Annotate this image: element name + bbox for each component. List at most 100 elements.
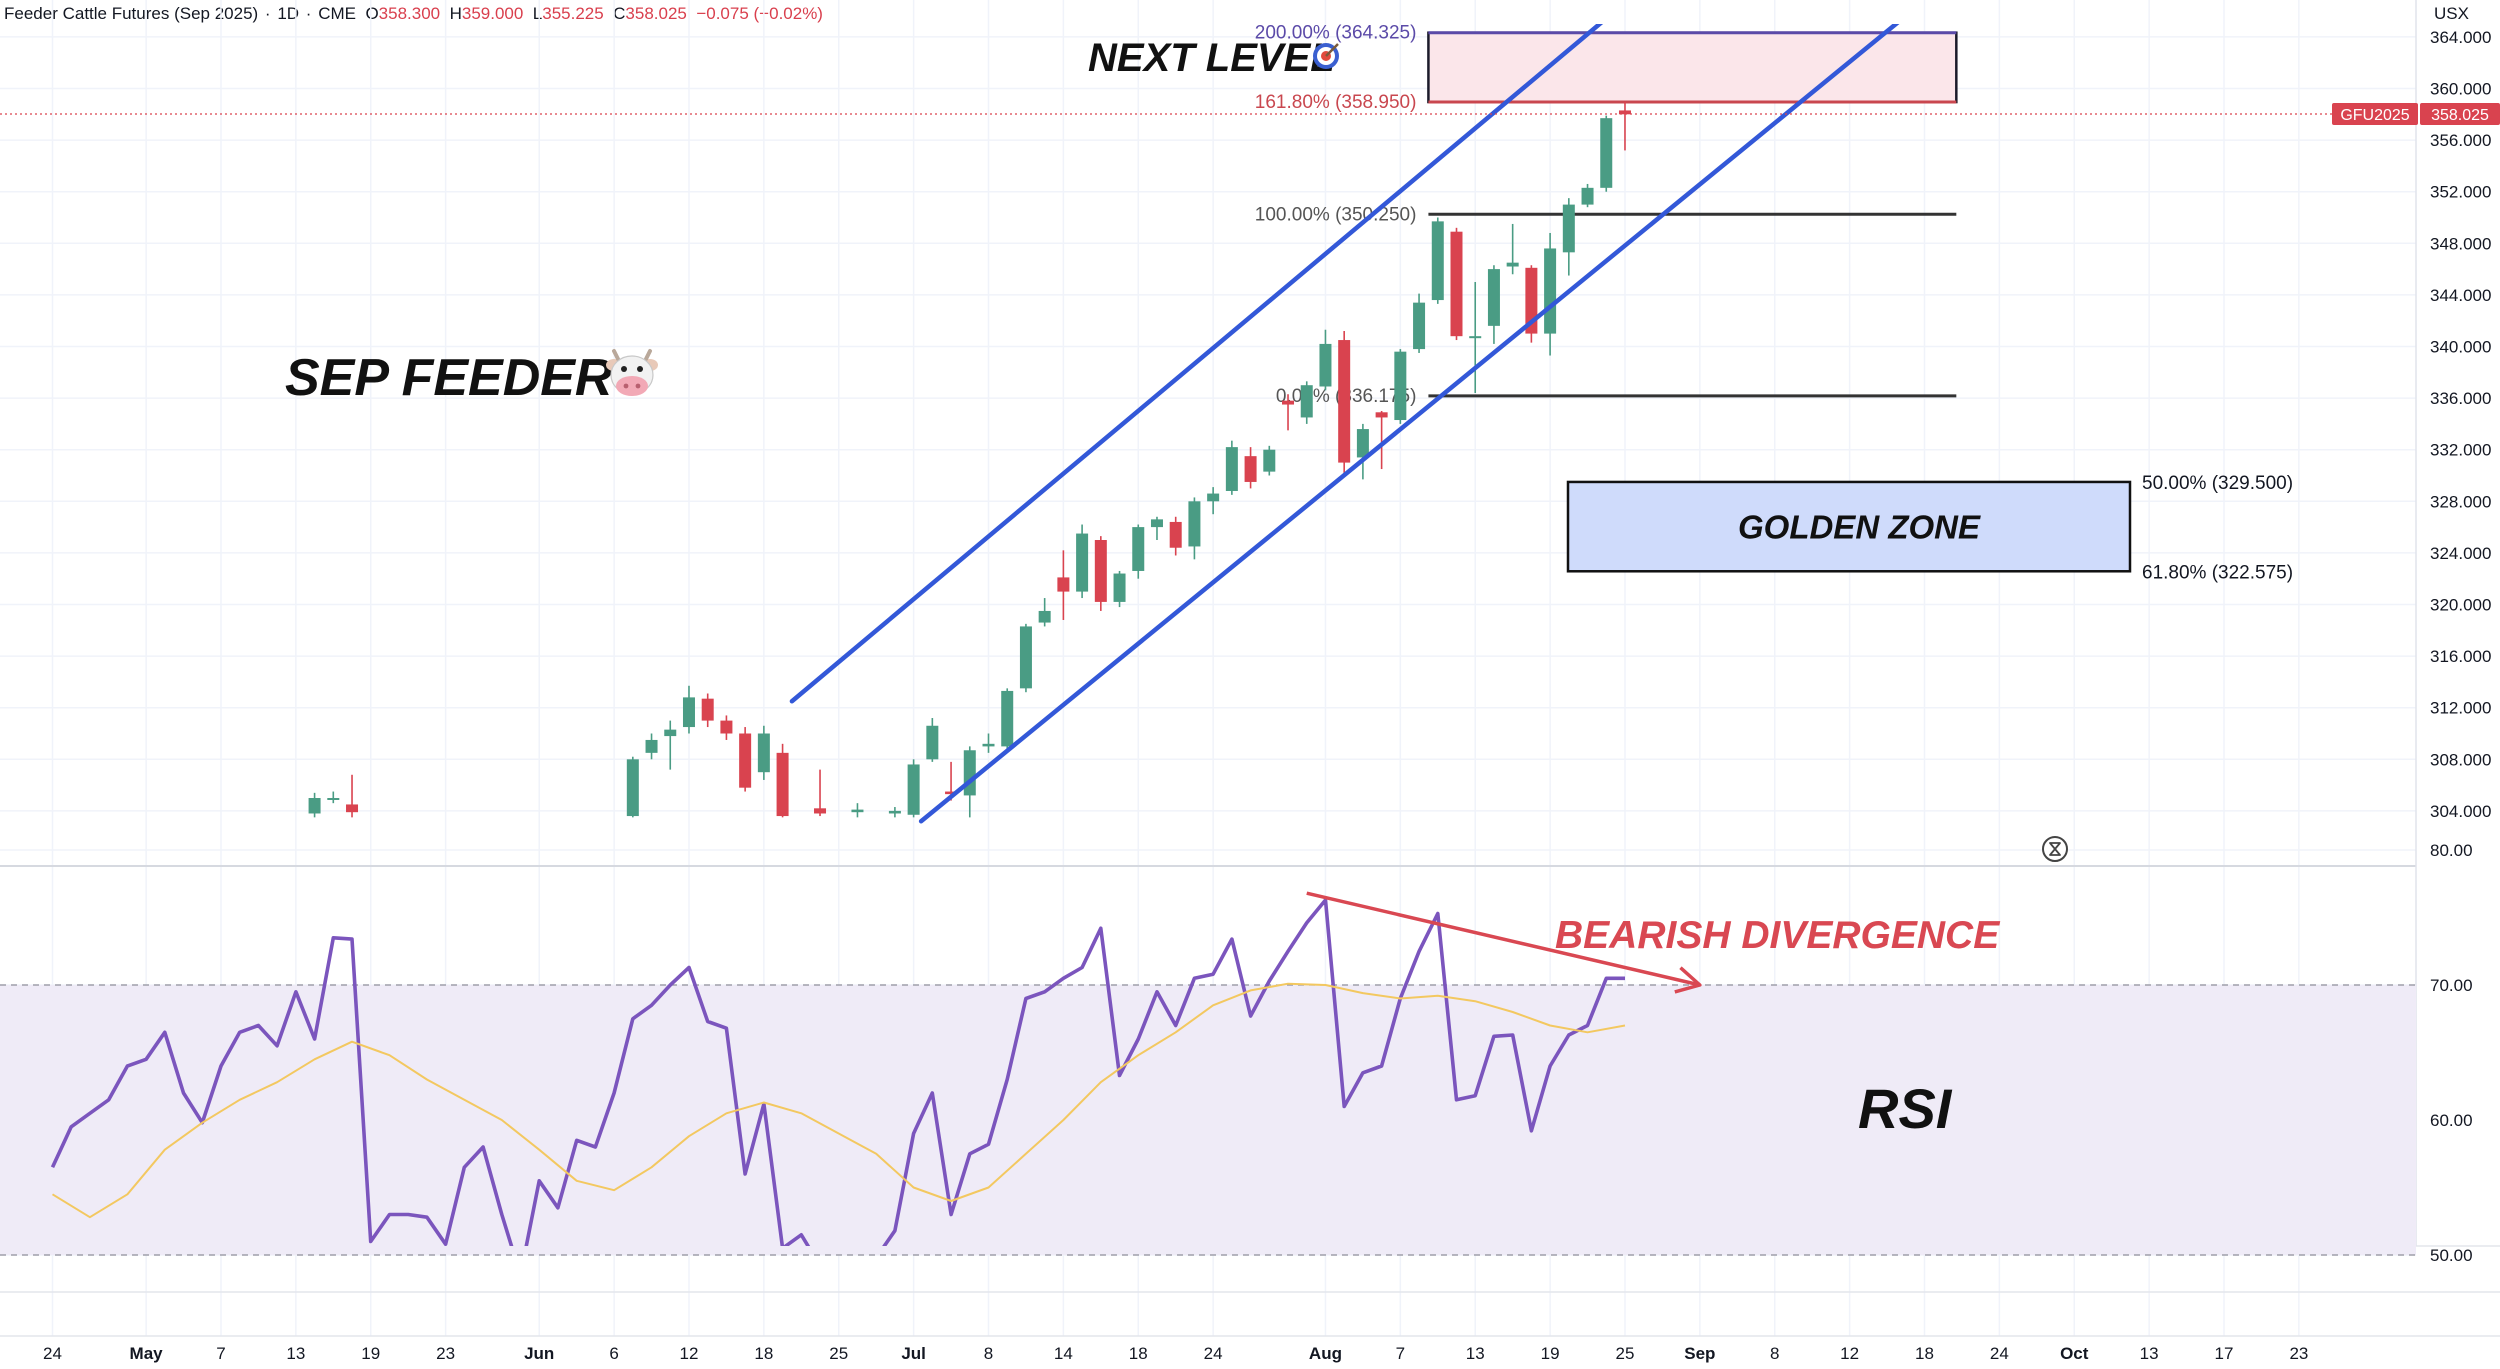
cow-horns [612,349,652,361]
cow-eye [637,366,643,372]
channel-lower-line[interactable] [918,0,1943,824]
date-axis-label: 23 [2289,1344,2308,1363]
interval[interactable]: 1D [277,4,300,23]
cow-nostril [635,383,641,389]
price-axis-label: 316.000 [2430,647,2491,666]
cow-muzzle [616,376,648,396]
candle-body [1506,262,1519,267]
candle-body [664,729,677,737]
date-axis-label: 8 [1770,1344,1779,1363]
candle-body [720,720,733,734]
price-axis-label: 312.000 [2430,699,2491,718]
exchange: CME [318,4,356,23]
rsi-band-fill [0,985,2416,1255]
rsi-line [50,898,1625,1246]
candle-body [1038,610,1051,623]
last-price-tag-bg [2420,102,2500,125]
divergence-arrow-line [1306,891,1701,987]
fib-label: 200.00% (364.325) [1255,23,1417,44]
axes: GFU2025 358.025 304.000 308.000 312.000 316.0… [0,28,2500,1363]
cow-face-icon [606,349,658,396]
rsi-axis-label: 80.00 [2430,841,2473,860]
price-axis-label: 332.000 [2430,441,2491,460]
candle-body [1394,351,1407,421]
candle-body [1487,269,1500,326]
candle-body [1356,429,1369,458]
candle-body [907,764,920,815]
candle-body [1469,336,1482,339]
price-channel[interactable] [789,0,1943,824]
date-axis-label: 13 [286,1344,305,1363]
candle-body [814,808,827,814]
candle-body [1263,449,1276,472]
date-axis-label: 24 [1990,1344,2009,1363]
bullseye-icon [1313,43,1339,69]
candle-body [1188,501,1201,547]
date-axis-label: 12 [680,1344,699,1363]
candle-body [1300,385,1313,418]
chart-legend-header: Feeder Cattle Futures (Sep 2025) · 1D · … [4,4,823,23]
candle-body [645,739,658,753]
price-axis-label: 340.000 [2430,338,2491,357]
target-zone [1427,31,1958,104]
candle-body [626,759,639,817]
rsi-band [0,984,2416,1256]
candle-body [1132,527,1145,571]
candle-body [1581,187,1594,205]
date-axis-label: 18 [754,1344,773,1363]
candle-body [1001,690,1014,747]
close-value: 358.025 [625,4,687,23]
candle-body [1375,412,1388,418]
symbol-tag-bg [2332,102,2418,125]
candle-body [1319,343,1332,387]
golden-zone [1566,480,2132,573]
date-axis-label: 7 [1396,1344,1405,1363]
rsi-axis-label: 70.00 [2430,976,2473,995]
date-axis-label: Aug [1309,1344,1342,1363]
annotations: SEP FEEDER NEXT LEVEL BEARISH DIVERGENCE RS… [285,36,2068,1140]
candle-body [1244,456,1257,482]
candle-body [327,798,340,800]
date-axis-label: 24 [43,1344,62,1363]
rsi-ma-line [51,982,1626,1219]
candle-body [1207,493,1220,502]
fib-levels: 200.00% (364.325) 161.80% (358.950) 100.00… [1255,23,2293,584]
zones: GOLDEN ZONE [1427,31,2132,573]
target-dart [1325,43,1339,57]
candle-body [1562,204,1575,253]
price-axis-label: 348.000 [2430,234,2491,253]
symbol-name[interactable]: Feeder Cattle Futures (Sep 2025) [4,4,259,23]
currency-label[interactable]: USX [2434,4,2469,23]
candle-body [1057,577,1070,592]
candle-body [926,725,939,760]
candle-body [1600,118,1613,188]
date-axis-label: Jun [524,1344,554,1363]
rsi-axis-label: 60.00 [2430,1111,2473,1130]
candle-body [1113,573,1126,602]
candle-body [776,752,789,817]
price-axis-label: 304.000 [2430,802,2491,821]
date-axis-label: 19 [361,1344,380,1363]
symbol-tag: GFU2025 [2340,107,2409,124]
price-axis-label: 344.000 [2430,286,2491,305]
high-label: H [449,4,462,23]
date-axis-label: 23 [436,1344,455,1363]
candle-body [1282,400,1295,405]
rsi-label: RSI [1858,1077,1953,1140]
candle-body [888,810,901,814]
price-axis-label: 320.000 [2430,596,2491,615]
channel-upper-line[interactable] [789,0,1681,704]
candle-body [1019,626,1032,689]
date-axis-label: 17 [2215,1344,2234,1363]
candle-body [1450,231,1463,337]
low-value: 355.225 [542,4,604,23]
date-axis-label: 18 [1129,1344,1148,1363]
candle-body [1094,540,1107,602]
golden-zone-label: GOLDEN ZONE [1738,509,1981,546]
price-axis-label: 360.000 [2430,80,2491,99]
date-axis-label: 19 [1541,1344,1560,1363]
candle-body [945,791,958,795]
candle-body [1431,221,1444,301]
candle-body [701,698,714,721]
